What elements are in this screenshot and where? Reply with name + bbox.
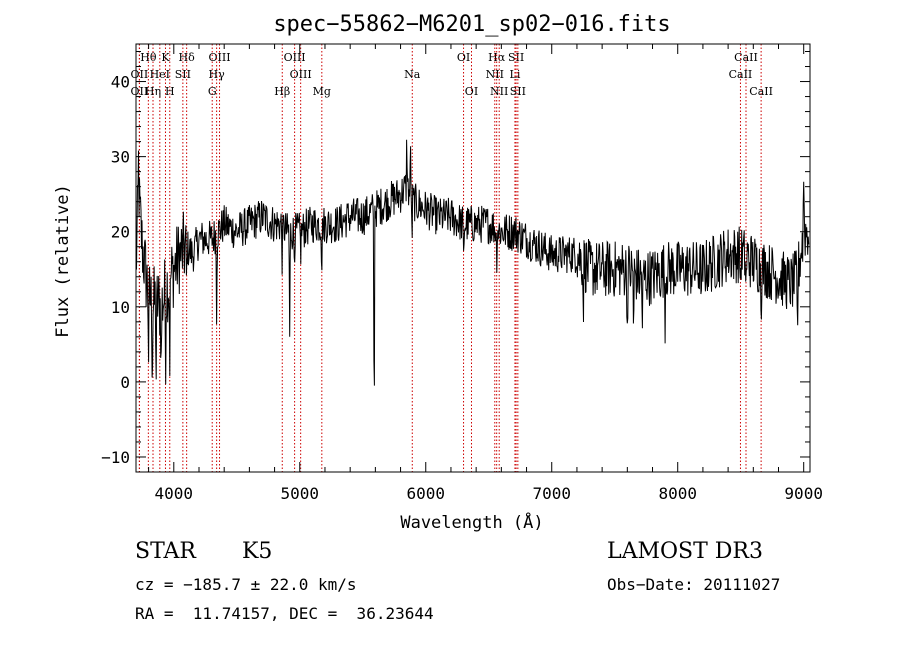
line-marker-label: OI <box>465 85 478 98</box>
line-marker-label: OIII <box>208 51 230 64</box>
x-tick-label: 8000 <box>658 484 697 503</box>
line-marker-label: H <box>165 85 175 98</box>
line-marker-label: Mg <box>313 85 331 98</box>
line-marker-label: HeI <box>150 68 170 81</box>
line-marker-label: SII <box>175 68 191 81</box>
line-marker-label: Hβ <box>274 85 290 98</box>
line-marker-label: Hθ <box>140 51 157 64</box>
line-marker-label: NII <box>490 85 508 98</box>
line-marker-label: SII <box>508 51 524 64</box>
line-marker-label: CaII <box>734 51 758 64</box>
x-tick-label: 7000 <box>532 484 571 503</box>
x-tick-label: 6000 <box>406 484 445 503</box>
y-tick-label: 40 <box>111 73 130 92</box>
y-tick-label: −10 <box>101 448 130 467</box>
spectrum-line <box>135 139 810 386</box>
x-tick-label: 9000 <box>784 484 823 503</box>
y-tick-label: 0 <box>120 373 130 392</box>
survey-name: LAMOST DR3 <box>607 539 763 564</box>
sky-coordinates: RA = 11.74157, DEC = 36.23644 <box>135 604 434 623</box>
object-class: STAR <box>135 539 196 564</box>
line-marker-label: G <box>208 85 217 98</box>
line-marker-label: OIII <box>284 51 306 64</box>
x-tick-label: 4000 <box>155 484 194 503</box>
line-marker-label: Li <box>510 68 521 81</box>
line-marker-label: CaII <box>749 85 773 98</box>
line-marker-label: CaII <box>729 68 753 81</box>
line-marker-label: OII <box>131 85 149 98</box>
line-marker-label: K <box>161 51 170 64</box>
observation-date: Obs−Date: 20111027 <box>607 575 781 594</box>
line-marker-label: NII <box>486 68 504 81</box>
line-marker-label: Hη <box>145 85 161 98</box>
line-marker-label: OII <box>131 68 149 81</box>
redshift-velocity: cz = −185.7 ± 22.0 km/s <box>135 575 357 594</box>
x-tick-label: 5000 <box>281 484 320 503</box>
line-marker-label: Na <box>404 68 421 81</box>
y-tick-label: 20 <box>111 223 130 242</box>
object-subclass: K5 <box>242 539 273 564</box>
line-marker-label: Hα <box>488 51 506 64</box>
plot-frame <box>135 43 811 473</box>
y-tick-label: 10 <box>111 298 130 317</box>
line-marker-label: OIII <box>290 68 312 81</box>
line-marker-label: Hγ <box>209 68 226 81</box>
x-axis-label: Wavelength (Å) <box>400 511 543 533</box>
line-marker-label: SII <box>510 85 526 98</box>
y-axis-label: Flux (relative) <box>53 184 73 338</box>
y-tick-label: 30 <box>111 148 130 167</box>
chart-title: spec−55862−M6201_sp02−016.fits <box>273 12 670 37</box>
line-marker-label: OI <box>457 51 470 64</box>
line-marker-label: Hδ <box>179 51 196 64</box>
